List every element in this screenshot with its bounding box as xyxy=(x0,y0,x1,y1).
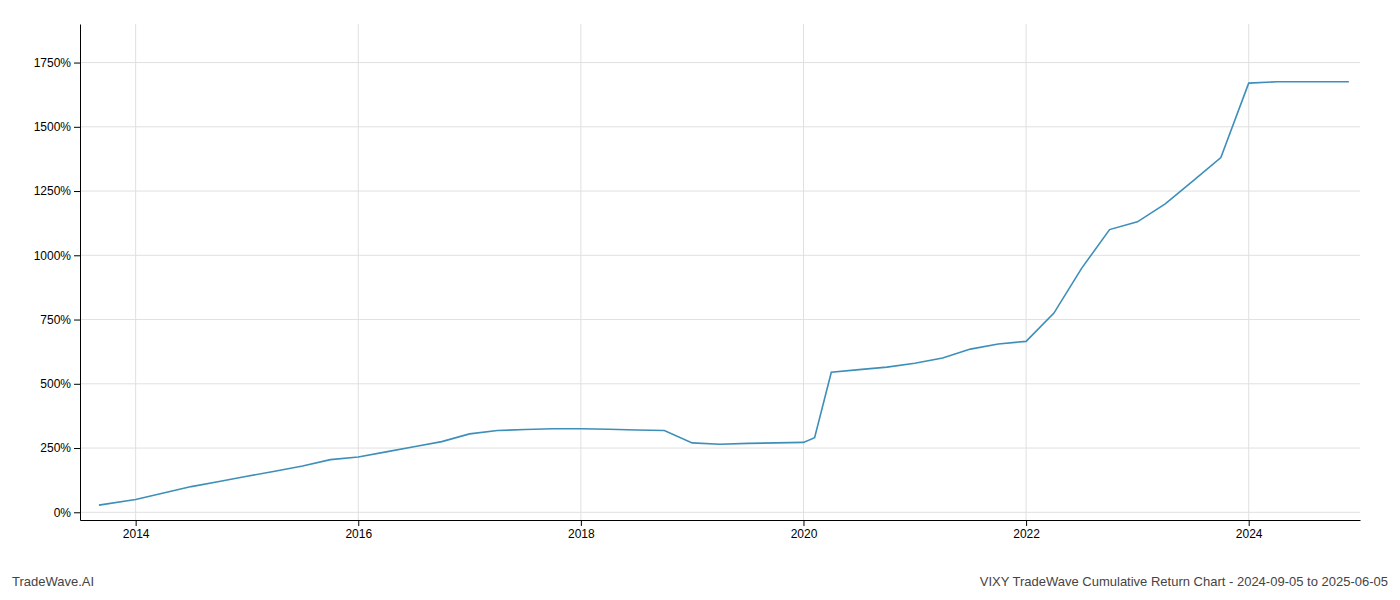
y-axis-tick: 1750% xyxy=(34,56,80,70)
y-axis-tick-label: 0% xyxy=(54,506,72,520)
x-axis-tick: 2022 xyxy=(1013,520,1040,541)
y-axis-tick: 750% xyxy=(40,313,80,327)
y-axis-tick-mark xyxy=(74,63,80,64)
x-axis-tick: 2020 xyxy=(791,520,818,541)
y-axis-tick-label: 250% xyxy=(40,441,71,455)
grid-line-x xyxy=(1248,24,1249,520)
x-axis-tick-mark xyxy=(1249,520,1250,526)
y-axis: 0% 250% 500% 750% 1000% 1250% 1500% 1750% xyxy=(34,25,81,521)
grid-line-y xyxy=(80,319,1360,320)
x-axis-tick-label: 2020 xyxy=(791,527,818,541)
line xyxy=(99,82,1349,505)
y-axis-tick: 500% xyxy=(40,377,80,391)
watermark: TradeWave.AI xyxy=(12,574,94,589)
grid-line-y xyxy=(80,191,1360,192)
x-axis-tick-mark xyxy=(136,520,137,526)
grid-line-x xyxy=(358,24,359,520)
grid-line-x xyxy=(135,24,136,520)
y-axis-tick-label: 1750% xyxy=(34,56,72,70)
y-axis-tick-label: 500% xyxy=(40,377,71,391)
y-axis-tick-label: 1500% xyxy=(34,120,72,134)
grid-line-y xyxy=(80,448,1360,449)
x-axis-tick-label: 2018 xyxy=(568,527,595,541)
plot-area xyxy=(99,82,1349,505)
x-axis-tick-mark xyxy=(581,520,582,526)
y-axis-tick: 1250% xyxy=(34,184,80,198)
grid-line-x xyxy=(803,24,804,520)
y-axis-tick-label: 1000% xyxy=(34,249,72,263)
x-axis-tick-mark xyxy=(358,520,359,526)
grid-line-x xyxy=(580,24,581,520)
y-axis-tick-mark xyxy=(74,127,80,128)
chart: 2014 2016 2018 2020 2022 2024 0% 250% 500% 750% 10… xyxy=(0,0,1400,600)
grid xyxy=(80,24,1360,520)
y-axis-tick: 250% xyxy=(40,441,80,455)
grid-line-y xyxy=(80,255,1360,256)
y-axis-tick-mark xyxy=(74,320,80,321)
y-axis-tick-mark xyxy=(74,512,80,513)
x-axis-tick-mark xyxy=(1026,520,1027,526)
y-axis-tick-label: 1250% xyxy=(34,184,72,198)
x-axis-tick: 2014 xyxy=(123,520,150,541)
y-axis-tick-mark xyxy=(74,448,80,449)
grid-line-y xyxy=(80,126,1360,127)
x-axis-tick-label: 2024 xyxy=(1236,527,1263,541)
y-axis-tick: 0% xyxy=(54,506,80,520)
x-axis-tick-label: 2022 xyxy=(1013,527,1040,541)
y-axis-tick-mark xyxy=(74,384,80,385)
grid-line-y xyxy=(80,383,1360,384)
x-axis-tick: 2024 xyxy=(1236,520,1263,541)
x-axis-tick: 2016 xyxy=(345,520,372,541)
x-axis: 2014 2016 2018 2020 2022 2024 xyxy=(81,520,1361,541)
grid-line-y xyxy=(80,62,1360,63)
y-axis-tick-mark xyxy=(74,191,80,192)
y-axis-tick-label: 750% xyxy=(40,313,71,327)
x-axis-line xyxy=(81,520,1361,521)
grid-line-y xyxy=(80,512,1360,513)
grid-line-x xyxy=(1026,24,1027,520)
y-axis-tick: 1000% xyxy=(34,249,80,263)
y-axis-line xyxy=(80,25,81,521)
x-axis-tick: 2018 xyxy=(568,520,595,541)
x-axis-tick-label: 2014 xyxy=(123,527,150,541)
x-axis-tick-mark xyxy=(803,520,804,526)
y-axis-tick-mark xyxy=(74,255,80,256)
title: VIXY TradeWave Cumulative Return Chart -… xyxy=(980,574,1388,589)
y-axis-tick: 1500% xyxy=(34,120,80,134)
x-axis-tick-label: 2016 xyxy=(345,527,372,541)
